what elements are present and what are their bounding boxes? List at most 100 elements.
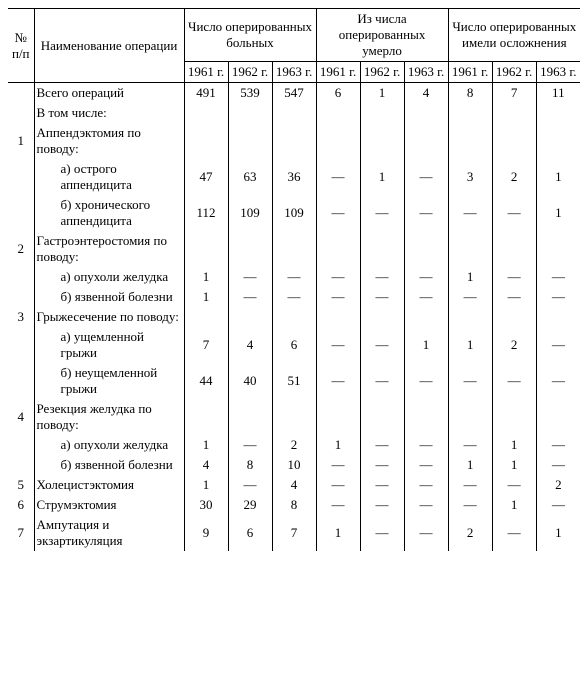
cell [272, 123, 316, 159]
row-index: 3 [8, 307, 34, 327]
cell: 29 [228, 495, 272, 515]
row-index [8, 327, 34, 363]
cell: 40 [228, 363, 272, 399]
cell: — [536, 495, 580, 515]
cell: 6 [272, 327, 316, 363]
cell [404, 307, 448, 327]
cell: — [360, 195, 404, 231]
cell: 44 [184, 363, 228, 399]
cell: — [492, 267, 536, 287]
cell: 8 [272, 495, 316, 515]
cell: — [404, 455, 448, 475]
cell: 47 [184, 159, 228, 195]
row-label: Струмэктомия [34, 495, 184, 515]
cell [492, 103, 536, 123]
cell: 1 [536, 195, 580, 231]
cell [272, 399, 316, 435]
cell [184, 123, 228, 159]
cell: 36 [272, 159, 316, 195]
cell: 1 [492, 435, 536, 455]
table-row: а) опухоли желудка1—————1—— [8, 267, 580, 287]
row-index: 7 [8, 515, 34, 551]
cell [316, 399, 360, 435]
col-y1a: 1961 г. [184, 62, 228, 83]
cell: — [492, 475, 536, 495]
cell: — [404, 495, 448, 515]
cell: 1 [184, 287, 228, 307]
cell: 1 [184, 475, 228, 495]
col-y3c: 1963 г. [536, 62, 580, 83]
cell: — [360, 327, 404, 363]
row-label: Всего операций [34, 83, 184, 104]
cell [360, 103, 404, 123]
cell: — [492, 363, 536, 399]
table-row: б) язвенной болезни4810———11— [8, 455, 580, 475]
cell: 7 [272, 515, 316, 551]
table-row: б) хронического аппендицита112109109————… [8, 195, 580, 231]
cell [536, 123, 580, 159]
cell: — [316, 327, 360, 363]
cell [492, 307, 536, 327]
row-label: а) острого аппендицита [34, 159, 184, 195]
cell: 1 [360, 83, 404, 104]
cell: 9 [184, 515, 228, 551]
cell [316, 123, 360, 159]
cell: — [404, 287, 448, 307]
cell: — [448, 495, 492, 515]
cell: — [360, 495, 404, 515]
cell: — [316, 475, 360, 495]
cell: 4 [404, 83, 448, 104]
cell: 1 [536, 515, 580, 551]
cell: — [316, 363, 360, 399]
row-label: Ампутация и экзартикуляция [34, 515, 184, 551]
cell: — [536, 267, 580, 287]
cell: — [316, 159, 360, 195]
table-row: 2Гастроэнтеростомия по поводу: [8, 231, 580, 267]
cell: 3 [448, 159, 492, 195]
cell: 1 [448, 267, 492, 287]
cell: — [360, 435, 404, 455]
cell: — [404, 515, 448, 551]
table-row: а) острого аппендицита476336—1—321 [8, 159, 580, 195]
cell [448, 307, 492, 327]
cell: — [536, 327, 580, 363]
cell: 1 [492, 495, 536, 515]
row-index [8, 195, 34, 231]
cell: 109 [272, 195, 316, 231]
col-idx: № п/п [8, 9, 34, 83]
col-y1b: 1962 г. [228, 62, 272, 83]
cell: 1 [316, 515, 360, 551]
row-index [8, 455, 34, 475]
table-row: 1Аппендэктомия по поводу: [8, 123, 580, 159]
cell: — [404, 159, 448, 195]
cell: 6 [316, 83, 360, 104]
row-label: Аппендэктомия по поводу: [34, 123, 184, 159]
cell: 1 [404, 327, 448, 363]
row-label: В том числе: [34, 103, 184, 123]
table-row: Всего операций4915395476148711 [8, 83, 580, 104]
cell [492, 231, 536, 267]
cell: 63 [228, 159, 272, 195]
row-label: б) язвенной болезни [34, 287, 184, 307]
cell: — [492, 515, 536, 551]
row-index: 2 [8, 231, 34, 267]
cell: 2 [492, 327, 536, 363]
cell: 8 [448, 83, 492, 104]
cell [228, 307, 272, 327]
col-y3b: 1962 г. [492, 62, 536, 83]
table-row: б) неущемленной грыжи444051—————— [8, 363, 580, 399]
cell [448, 103, 492, 123]
cell [360, 123, 404, 159]
cell [228, 123, 272, 159]
cell [492, 399, 536, 435]
cell [360, 231, 404, 267]
cell: 2 [536, 475, 580, 495]
cell: 109 [228, 195, 272, 231]
cell: 1 [448, 327, 492, 363]
cell: — [272, 267, 316, 287]
table-row: а) опухоли желудка1—21———1— [8, 435, 580, 455]
table-row: 7Ампутация и экзартикуляция9671——2—1 [8, 515, 580, 551]
cell: — [404, 475, 448, 495]
cell [536, 103, 580, 123]
cell: — [360, 515, 404, 551]
